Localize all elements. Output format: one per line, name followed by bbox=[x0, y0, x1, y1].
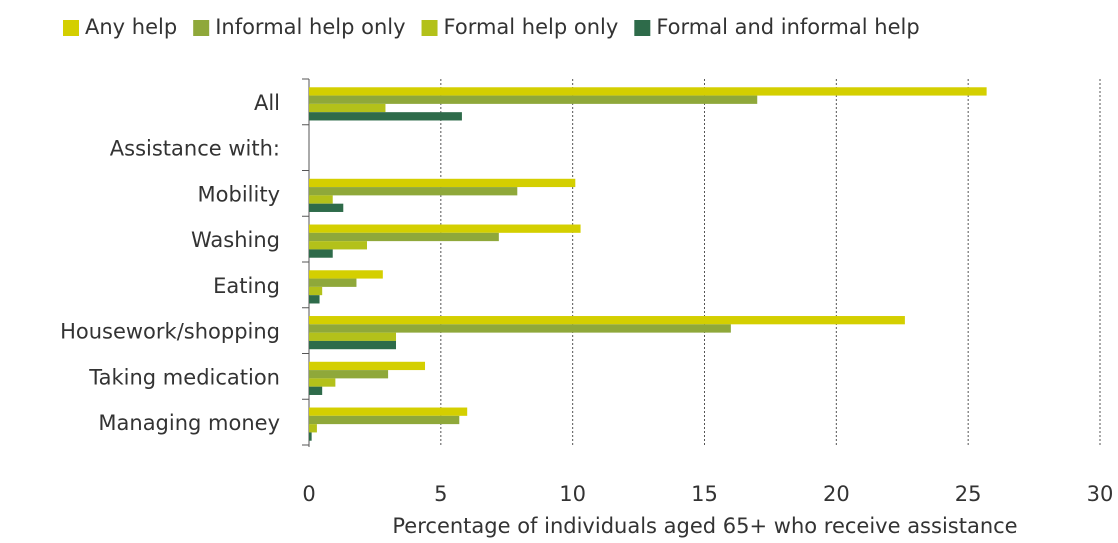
y-tick-label: Managing money bbox=[98, 411, 280, 435]
bar bbox=[309, 224, 581, 233]
legend-swatch bbox=[634, 20, 651, 36]
bar bbox=[309, 332, 397, 341]
x-axis-title: Percentage of individuals aged 65+ who r… bbox=[392, 514, 1017, 538]
bar bbox=[309, 278, 357, 287]
bar bbox=[309, 203, 344, 212]
y-tick-label: Mobility bbox=[198, 182, 280, 206]
bar bbox=[309, 386, 323, 395]
bar bbox=[309, 295, 320, 304]
y-tick-label: Housework/shopping bbox=[60, 320, 280, 344]
bar bbox=[309, 270, 383, 279]
x-tick-label: 5 bbox=[434, 482, 447, 506]
legend-swatch bbox=[193, 20, 210, 36]
bar bbox=[309, 112, 462, 121]
y-tick-label: Taking medication bbox=[88, 365, 280, 389]
y-tick-label: Eating bbox=[213, 274, 280, 298]
y-tick-label: Assistance with: bbox=[110, 137, 280, 161]
bar bbox=[309, 95, 758, 104]
x-tick-label: 10 bbox=[559, 482, 586, 506]
bar bbox=[309, 286, 323, 296]
bar bbox=[309, 378, 336, 387]
x-tick-label: 20 bbox=[823, 482, 850, 506]
x-tick-label: 15 bbox=[691, 482, 718, 506]
y-tick-label: All bbox=[254, 91, 280, 115]
bar bbox=[309, 103, 386, 113]
bar bbox=[309, 316, 905, 325]
x-tick-label: 30 bbox=[1087, 482, 1114, 506]
bar bbox=[309, 370, 389, 379]
legend-label: Formal and informal help bbox=[656, 15, 919, 39]
legend-label: Any help bbox=[85, 15, 177, 39]
bar bbox=[309, 361, 426, 371]
x-tick-label: 0 bbox=[302, 482, 315, 506]
bar bbox=[309, 340, 397, 350]
bar bbox=[309, 249, 333, 258]
y-tick-label: Washing bbox=[191, 228, 280, 252]
legend-label: Informal help only bbox=[215, 15, 405, 39]
bar bbox=[309, 415, 460, 425]
bar bbox=[309, 232, 499, 242]
bar bbox=[309, 407, 468, 416]
bar bbox=[309, 324, 731, 333]
bar bbox=[309, 195, 333, 204]
bar bbox=[309, 187, 518, 196]
legend-swatch bbox=[421, 20, 438, 36]
bar bbox=[309, 241, 368, 250]
bar bbox=[309, 432, 312, 441]
bar bbox=[309, 178, 576, 188]
legend-swatch bbox=[63, 20, 79, 36]
bar bbox=[309, 424, 317, 433]
x-tick-label: 25 bbox=[955, 482, 982, 506]
bar bbox=[309, 87, 987, 96]
legend-label: Formal help only bbox=[444, 15, 619, 39]
